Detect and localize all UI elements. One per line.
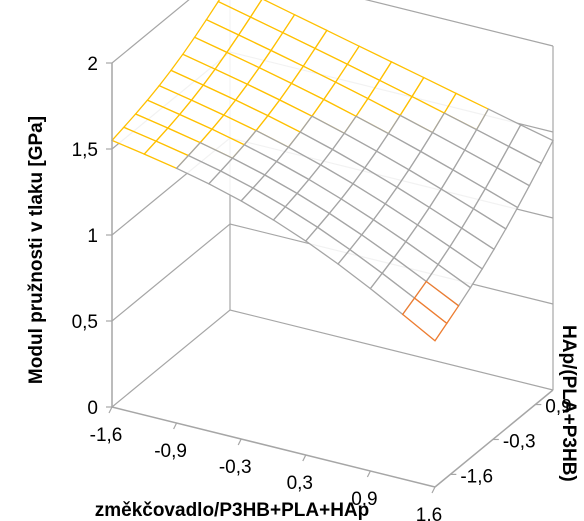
x-axis-line [111, 406, 436, 488]
z-tick-label: 2 [87, 54, 98, 75]
gridline-z [111, 0, 554, 64]
gridline-z [111, 309, 554, 408]
x-tick-label: -1,6 [90, 425, 123, 446]
y-axis-title: HAp/(PLA+P3HB) [558, 325, 579, 482]
y-axis-line [434, 389, 554, 488]
x-axis-title: změkčovadlo/P3HB+PLA+HAp [95, 500, 370, 521]
z-tick-label: 1,5 [72, 140, 98, 161]
x-tick-label: 1,6 [416, 505, 442, 521]
z-tick-label: 0,5 [72, 312, 98, 333]
y-tick-label: -1,6 [460, 466, 493, 487]
x-tick-mark [431, 486, 436, 494]
x-tick-label: -0,3 [219, 457, 252, 478]
x-tick-mark [108, 406, 113, 414]
x-tick-mark [173, 422, 178, 430]
y-tick-label: 0,9 [545, 397, 571, 418]
z-tick-label: 0 [87, 398, 98, 419]
x-tick-mark [302, 454, 307, 462]
x-tick-label: -0,9 [154, 441, 187, 462]
x-tick-label: 0,3 [287, 473, 313, 494]
y-tick-label: -0,3 [503, 431, 536, 452]
surface-mesh [110, 0, 554, 342]
x-tick-label: 0,9 [351, 489, 377, 510]
chart-axes [106, 62, 554, 494]
surface-cell [401, 297, 448, 342]
x-tick-mark [366, 470, 371, 478]
z-axis-title: Modul pružnosti v tlaku [GPa] [26, 116, 47, 384]
z-tick-label: 1 [87, 226, 98, 247]
tick-labels: 0 0,5 1 1,5 2 -1,6 -0,9 -0,3 0,3 0,9 1,6 -1,6 -0,3 0,… [72, 54, 572, 521]
x-tick-mark [237, 438, 242, 446]
